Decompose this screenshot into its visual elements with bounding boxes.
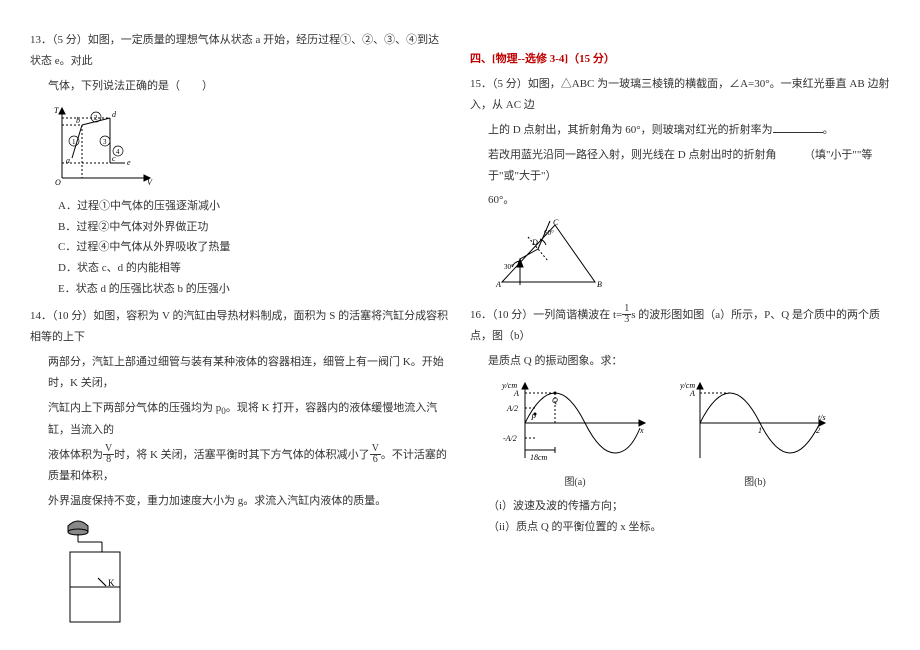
q14-l4a: 液体体积为 bbox=[48, 449, 103, 461]
q13-opt-c: C．过程④中气体从外界吸收了热量 bbox=[30, 237, 450, 258]
q16-sub-i: （i）波速及波的传播方向； bbox=[470, 496, 890, 517]
svg-text:60°: 60° bbox=[544, 229, 554, 237]
svg-text:T: T bbox=[54, 106, 59, 115]
svg-text:Q: Q bbox=[552, 396, 558, 405]
left-column: 13．（5 分）如图，一定质量的理想气体从状态 a 开始，经历过程①、②、③、④… bbox=[20, 30, 460, 620]
q14-line5: 外界温度保持不变，重力加速度大小为 g。求流入汽缸内液体的质量。 bbox=[30, 491, 450, 512]
q15-line1: 15．（5 分）如图，△ABC 为一玻璃三棱镜的横截面，∠A=30°。一束红光垂… bbox=[470, 74, 890, 116]
section4-title: 四、[物理--选修 3-4]（15 分） bbox=[470, 50, 890, 66]
q16-graph-a: y/cm A A/2 -A/2 x P Q 18cm 图(a) bbox=[500, 378, 650, 488]
svg-text:B: B bbox=[597, 280, 602, 289]
svg-text:4: 4 bbox=[116, 148, 120, 156]
q16-figures: y/cm A A/2 -A/2 x P Q 18cm 图(a) bbox=[500, 378, 890, 488]
q13-figure: T V O a b d c e 1 2 3 4 bbox=[50, 103, 450, 188]
svg-text:O: O bbox=[55, 178, 61, 187]
svg-text:b: b bbox=[76, 116, 80, 125]
svg-text:A: A bbox=[495, 280, 501, 289]
svg-text:d: d bbox=[112, 110, 117, 119]
svg-text:x: x bbox=[639, 426, 644, 435]
q14-line3: 汽缸内上下两部分气体的压强均为 p0。现将 K 打开，容器内的液体缓慢地流入汽缸… bbox=[30, 398, 450, 442]
q14-figure: K bbox=[50, 518, 450, 628]
graph-a-label: 图(a) bbox=[500, 473, 650, 488]
svg-text:D: D bbox=[531, 238, 538, 247]
q13-opt-a: A．过程①中气体的压强逐渐减小 bbox=[30, 196, 450, 217]
svg-text:A/2: A/2 bbox=[506, 404, 518, 413]
svg-text:C: C bbox=[553, 218, 559, 227]
q14-l3a: 汽缸内上下两部分气体的压强均为 p bbox=[48, 402, 221, 414]
svg-text:2: 2 bbox=[816, 426, 820, 435]
svg-text:2: 2 bbox=[94, 114, 98, 122]
q14-line2: 两部分，汽缸上部通过细管与装有某种液体的容器相连，细管上有一阀门 K。开始时，K… bbox=[30, 352, 450, 394]
svg-text:30°: 30° bbox=[504, 263, 514, 271]
q16-sub-ii: （ii）质点 Q 的平衡位置的 x 坐标。 bbox=[470, 517, 890, 538]
q15-line2: 上的 D 点射出，其折射角为 60°，则玻璃对红光的折射率为 。 bbox=[470, 120, 890, 141]
q16-line2: 是质点 Q 的振动图象。求： bbox=[470, 351, 890, 372]
q13-opt-d: D．状态 c、d 的内能相等 bbox=[30, 258, 450, 279]
q15-figure: A B C D 30° 60° bbox=[490, 217, 890, 297]
svg-text:1: 1 bbox=[758, 426, 762, 435]
graph-b-label: 图(b) bbox=[680, 473, 830, 488]
q15-l2b: 。 bbox=[823, 124, 834, 136]
svg-text:18cm: 18cm bbox=[530, 453, 548, 462]
q15-line4: 60°。 bbox=[470, 190, 890, 211]
q14-line4: 液体体积为V8时，将 K 关闭，活塞平衡时其下方气体的体积减小了V6。不计活塞的… bbox=[30, 445, 450, 487]
right-column: 四、[物理--选修 3-4]（15 分） 15．（5 分）如图，△ABC 为一玻… bbox=[460, 30, 900, 620]
svg-text:A: A bbox=[689, 389, 695, 398]
q15-l2a: 上的 D 点射出，其折射角为 60°，则玻璃对红光的折射率为 bbox=[488, 124, 773, 136]
q15-line3: 若改用蓝光沿同一路径入射，则光线在 D 点射出时的折射角 （填"小于""等于"或… bbox=[470, 145, 890, 187]
q16-line1: 16．（10 分）一列简谐横波在 t=13s 的波形图如图（a）所示，P、Q 是… bbox=[470, 305, 890, 347]
q14-frac2: V6 bbox=[370, 444, 381, 465]
q13-line2: 气体，下列说法正确的是（ ） bbox=[30, 76, 450, 97]
q14-line1: 14．（10 分）如图，容积为 V 的汽缸由导热材料制成，面积为 S 的活塞将汽… bbox=[30, 306, 450, 348]
svg-text:V: V bbox=[147, 178, 153, 187]
q13-line1: 13．（5 分）如图，一定质量的理想气体从状态 a 开始，经历过程①、②、③、④… bbox=[30, 30, 450, 72]
svg-text:a: a bbox=[66, 156, 70, 165]
q14-frac1: V8 bbox=[103, 444, 114, 465]
svg-text:-A/2: -A/2 bbox=[503, 434, 517, 443]
q14-l4b: 时，将 K 关闭，活塞平衡时其下方气体的体积减小了 bbox=[114, 449, 369, 461]
q16-frac: 13 bbox=[622, 304, 631, 325]
svg-text:A: A bbox=[513, 389, 519, 398]
q15-blank1 bbox=[773, 132, 823, 133]
q16-l1a: 16．（10 分）一列简谐横波在 t= bbox=[470, 309, 622, 321]
svg-text:t/s: t/s bbox=[818, 413, 826, 422]
q16-graph-b: y/cm A 1 2 t/s 图(b) bbox=[680, 378, 830, 488]
q13-opt-e: E．状态 d 的压强比状态 b 的压强小 bbox=[30, 279, 450, 300]
q13-opt-b: B．过程②中气体对外界做正功 bbox=[30, 217, 450, 238]
svg-text:3: 3 bbox=[103, 138, 107, 146]
valve-label: K bbox=[108, 578, 115, 588]
svg-text:e: e bbox=[127, 158, 131, 167]
svg-text:1: 1 bbox=[72, 138, 76, 146]
